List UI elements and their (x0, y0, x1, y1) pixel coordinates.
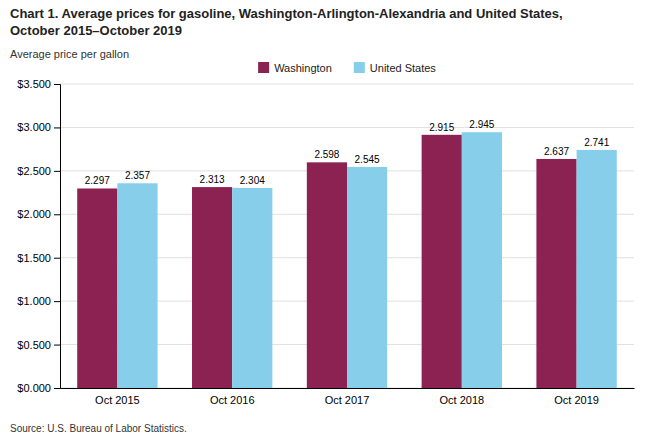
title: Chart 1. Average prices for gasoline, Wa… (10, 6, 563, 21)
y-tick-mark (54, 345, 60, 346)
data-labels: 2.297 2.313 2.598 2.915 2.637 2.357 2.304 2.545… (85, 119, 610, 186)
y-tick-label: $3.000 (17, 121, 51, 133)
x-tick: Oct 2015 (95, 394, 140, 406)
y-tick-mark (54, 84, 60, 85)
x-tick: Oct 2017 (325, 394, 370, 406)
data-label: 2.545 (355, 154, 380, 165)
legend-swatch (354, 62, 365, 73)
data-label: 2.637 (544, 146, 569, 157)
y-tick: $3.000 (17, 121, 60, 133)
title: October 2015–October 2019 (10, 23, 182, 38)
y-tick-label: $0.000 (17, 382, 51, 394)
bar (422, 135, 462, 388)
data-label: 2.357 (125, 170, 150, 181)
bar-series (117, 132, 616, 388)
bar (232, 188, 272, 388)
legend: Washington United States (258, 62, 436, 74)
x-tick-label: Oct 2018 (439, 394, 484, 406)
y-axis-title: Average price per gallon (10, 48, 129, 60)
bar (577, 150, 617, 388)
data-label: 2.598 (314, 149, 339, 160)
y-tick-label: $3.500 (17, 78, 51, 90)
bar (462, 132, 502, 388)
bar (536, 159, 576, 388)
y-axis: $0.000 $0.500 $1.000 $1.500 $2.000 $2.500 $3.0… (17, 78, 60, 394)
bar (192, 187, 232, 388)
y-tick-mark (54, 301, 60, 302)
y-tick: $3.500 (17, 78, 60, 90)
grid-line (60, 84, 634, 85)
plot: $0.000 $0.500 $1.000 $1.500 $2.000 $2.500 $3.0… (17, 78, 634, 406)
y-tick-mark (54, 258, 60, 259)
y-tick: $0.500 (17, 339, 60, 351)
data-label: 2.945 (469, 119, 494, 130)
y-tick-mark (54, 388, 60, 389)
x-tick: Oct 2016 (210, 394, 255, 406)
y-tick-label: $2.500 (17, 165, 51, 177)
legend-item: Washington (258, 62, 332, 74)
data-label: 2.915 (429, 122, 454, 133)
y-tick: $2.000 (17, 208, 60, 220)
y-tick-mark (54, 127, 60, 128)
bar (307, 162, 347, 388)
bar (117, 183, 157, 388)
y-axis-line (54, 85, 61, 389)
x-tick-label: Oct 2017 (325, 394, 370, 406)
legend-label: United States (370, 62, 437, 74)
y-tick: $0.000 (17, 382, 60, 394)
chart: Chart 1. Average prices for gasoline, Wa… (0, 0, 650, 438)
legend-item: United States (354, 62, 437, 74)
legend-label: Washington (274, 62, 332, 74)
x-tick-label: Oct 2015 (95, 394, 140, 406)
bar (347, 167, 387, 388)
data-label: 2.741 (584, 137, 609, 148)
source-note: Source: U.S. Bureau of Labor Statistics. (10, 423, 187, 434)
bars (77, 132, 617, 388)
data-label: 2.304 (240, 175, 265, 186)
x-tick-label: Oct 2016 (210, 394, 255, 406)
x-axis-line (61, 388, 635, 389)
y-tick-label: $0.500 (17, 339, 51, 351)
legend-swatch (258, 62, 269, 73)
grid-line (60, 127, 634, 128)
x-tick-label: Oct 2019 (554, 394, 599, 406)
grid (60, 84, 634, 388)
x-tick: Oct 2018 (439, 394, 484, 406)
y-tick-label: $2.000 (17, 208, 51, 220)
bar (77, 188, 117, 388)
data-label: 2.297 (85, 175, 110, 186)
y-tick: $1.500 (17, 252, 60, 264)
data-label: 2.313 (200, 174, 225, 185)
y-tick-label: $1.000 (17, 295, 51, 307)
y-tick-mark (54, 171, 60, 172)
y-tick: $1.000 (17, 295, 60, 307)
y-tick-mark (54, 214, 60, 215)
x-tick: Oct 2019 (554, 394, 599, 406)
x-axis: Oct 2015 Oct 2016 Oct 2017 Oct 2018 Oct 2019 (61, 389, 635, 406)
y-tick: $2.500 (17, 165, 60, 177)
y-tick-label: $1.500 (17, 252, 51, 264)
